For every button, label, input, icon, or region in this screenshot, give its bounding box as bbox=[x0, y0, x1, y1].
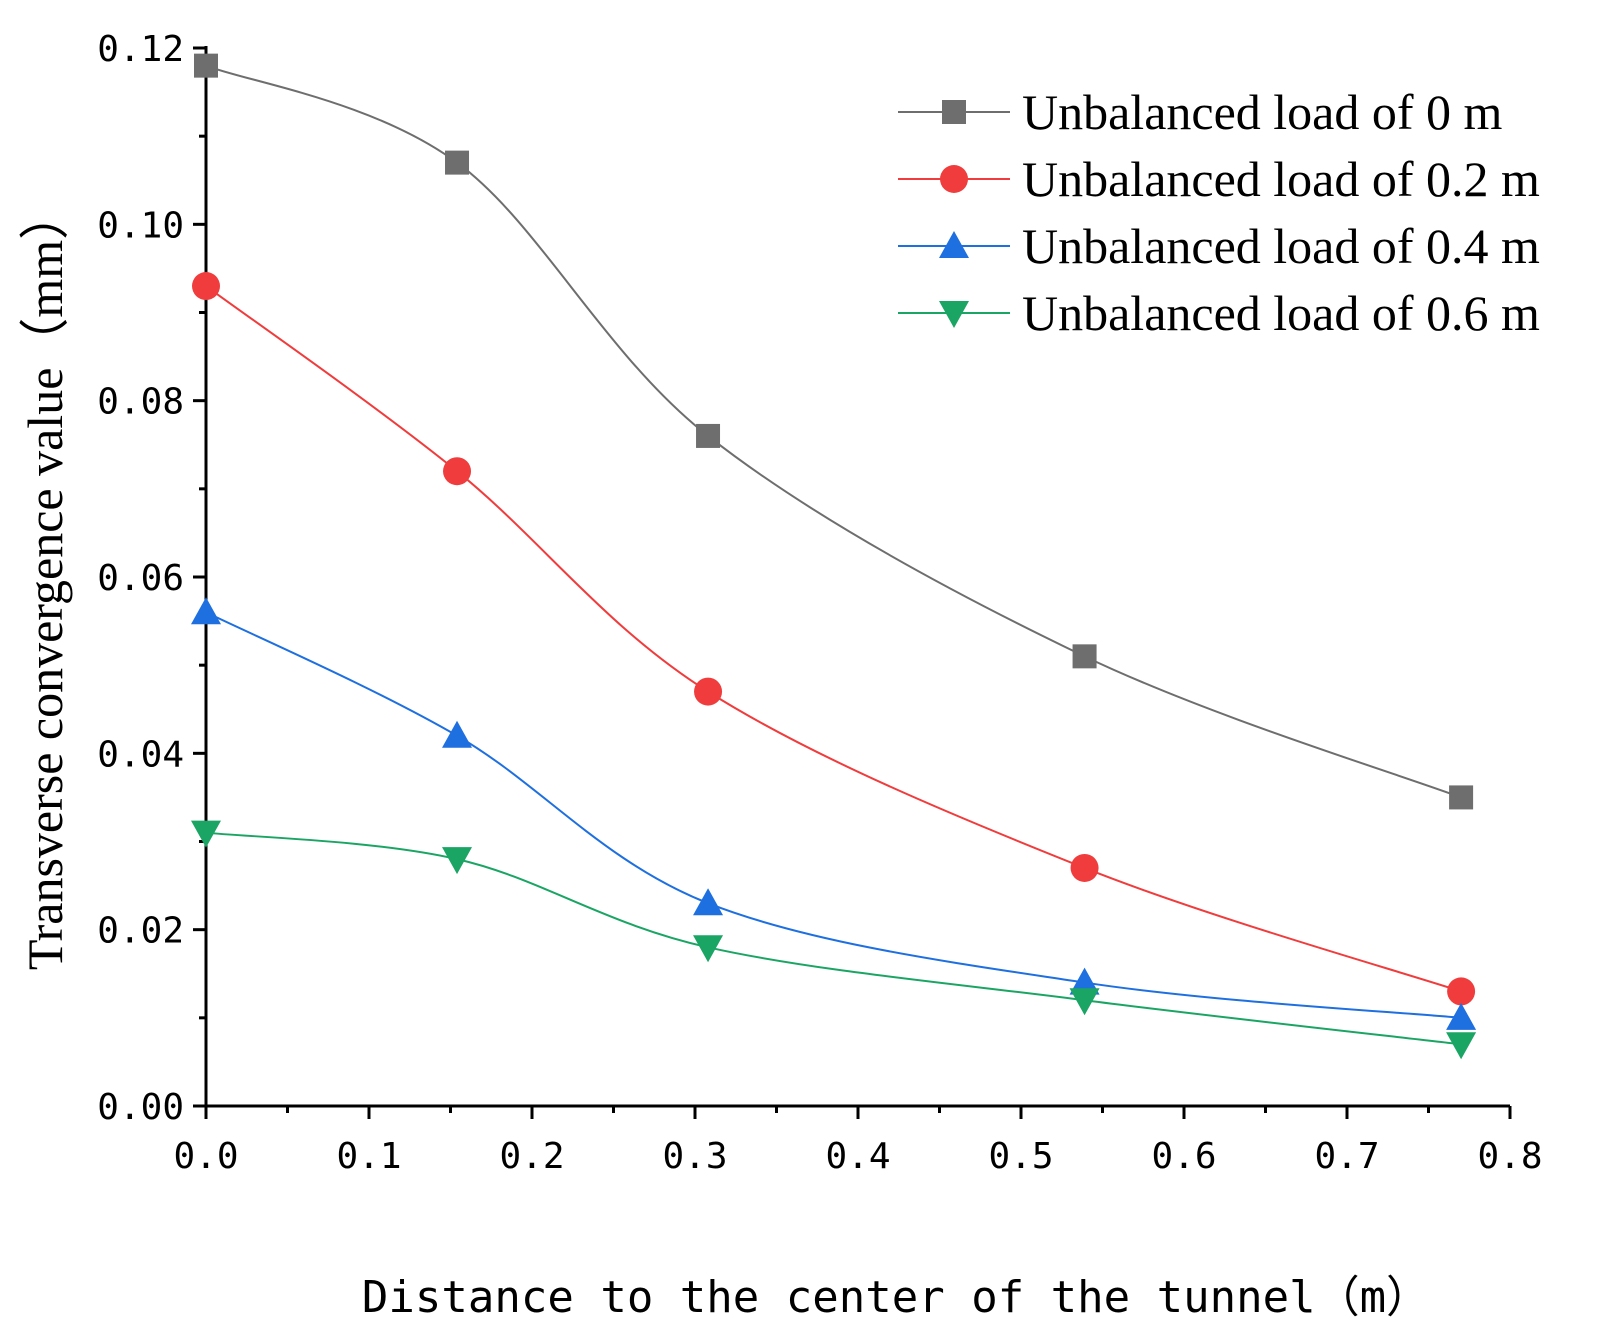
y-tick-label: 0.06 bbox=[97, 558, 184, 599]
series-group bbox=[191, 53, 1477, 1060]
data-point bbox=[1072, 644, 1097, 669]
x-tick-label: 0.8 bbox=[1477, 1136, 1542, 1177]
data-point bbox=[191, 597, 221, 625]
data-point bbox=[693, 935, 724, 963]
data-point bbox=[693, 888, 724, 916]
series-0 bbox=[194, 53, 1474, 810]
data-point bbox=[1070, 853, 1099, 882]
y-tick-label: 0.04 bbox=[97, 734, 184, 775]
x-tick-label: 0.6 bbox=[1151, 1136, 1216, 1177]
data-point bbox=[694, 677, 723, 706]
data-point bbox=[191, 820, 221, 848]
data-point bbox=[1446, 1002, 1477, 1030]
y-axis-title: Transverse convergence value（mm） bbox=[17, 190, 73, 970]
series-line bbox=[205, 64, 1462, 799]
series-line bbox=[205, 285, 1462, 993]
x-tick-label: 0.1 bbox=[336, 1136, 401, 1177]
x-tick-label: 0.5 bbox=[988, 1136, 1053, 1177]
x-tick-label: 0.4 bbox=[825, 1136, 890, 1177]
y-tick-label: 0.00 bbox=[97, 1087, 184, 1128]
y-tick-label: 0.02 bbox=[97, 911, 184, 952]
series-2 bbox=[191, 597, 1477, 1030]
y-tick-label: 0.10 bbox=[97, 205, 184, 246]
data-point bbox=[194, 53, 218, 78]
series-1 bbox=[192, 272, 1476, 1006]
data-point bbox=[1446, 1032, 1477, 1060]
legend-label: Unbalanced load of 0.6 m bbox=[1022, 285, 1540, 341]
data-point bbox=[192, 272, 220, 301]
data-point bbox=[1447, 977, 1476, 1006]
legend-marker bbox=[939, 231, 969, 258]
y-tick-label: 0.08 bbox=[97, 382, 184, 423]
legend-label: Unbalanced load of 0.2 m bbox=[1022, 151, 1540, 207]
data-point bbox=[442, 720, 473, 748]
data-point bbox=[1069, 988, 1100, 1016]
data-point bbox=[1069, 967, 1100, 995]
x-tick-label: 0.0 bbox=[173, 1136, 238, 1177]
series-line bbox=[205, 831, 1462, 1046]
legend-marker bbox=[940, 165, 968, 193]
axes: 0.0 0.1 0.2 0.3 0.4 0.5 0.6 0.7 0.8 0.00 0.02 0.04 0… bbox=[97, 29, 1542, 1177]
legend-marker bbox=[939, 301, 969, 328]
data-point bbox=[442, 847, 473, 875]
y-tick-label: 0.12 bbox=[97, 29, 184, 70]
legend: Unbalanced load of 0 m Unbalanced load of… bbox=[898, 84, 1540, 341]
series-line bbox=[205, 611, 1462, 1019]
x-tick-label: 0.7 bbox=[1314, 1136, 1379, 1177]
legend-marker bbox=[942, 100, 966, 124]
data-point bbox=[696, 423, 721, 448]
legend-label: Unbalanced load of 0 m bbox=[1022, 84, 1503, 140]
x-tick-label: 0.2 bbox=[499, 1136, 564, 1177]
data-point bbox=[443, 457, 472, 486]
data-point bbox=[1449, 785, 1474, 810]
data-point bbox=[445, 150, 470, 175]
x-axis-title: Distance to the center of the tunnel（m） bbox=[362, 1272, 1430, 1323]
legend-label: Unbalanced load of 0.4 m bbox=[1022, 218, 1540, 274]
series-3 bbox=[191, 820, 1477, 1060]
x-tick-label: 0.3 bbox=[662, 1136, 727, 1177]
